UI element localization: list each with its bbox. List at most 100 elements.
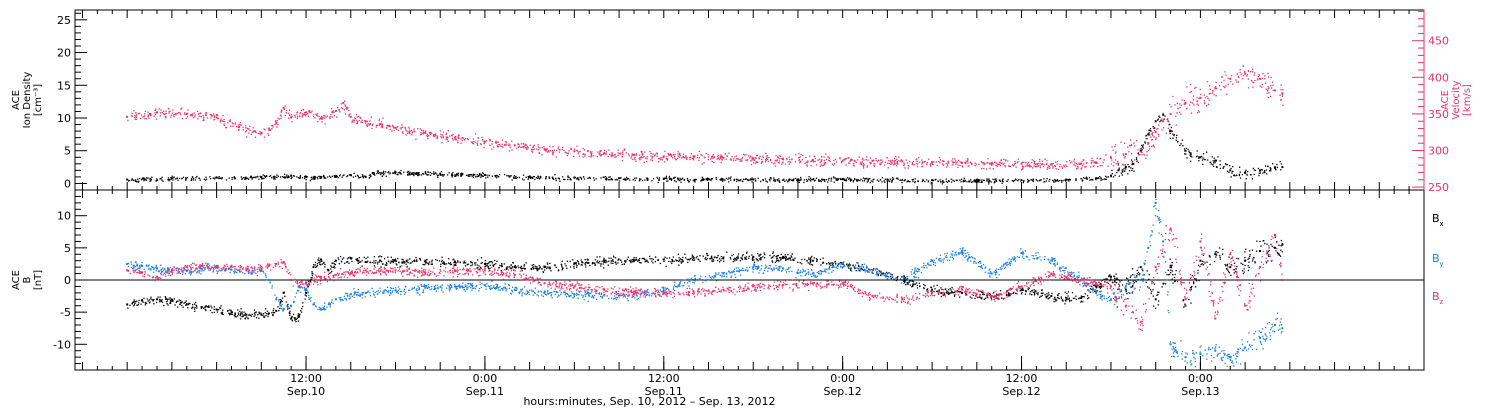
velocity-series-sample [1057,168,1059,171]
density-series-sample [577,178,580,180]
density-series-sample [272,176,275,178]
velocity-series-sample [388,124,391,127]
Bx-series-sample [1082,296,1084,298]
velocity-series-sample [863,167,865,169]
velocity-series-sample [813,155,815,157]
density-series-sample [356,174,359,176]
density-series-sample [609,179,611,181]
velocity-series-sample [205,113,207,115]
velocity-series-sample [897,163,899,165]
velocity-series-sample [924,160,926,163]
density-series-sample [329,175,331,177]
velocity-series-sample [806,164,808,166]
Bx-series-sample [621,263,623,266]
velocity-series-point [841,159,844,162]
Bx-series-sample [816,259,818,261]
Bx-series-sample [294,318,296,320]
velocity-series-sample [736,155,738,157]
Bx-series-sample [330,265,332,267]
density-series-sample [835,179,838,181]
Bx-series-sample [342,257,345,259]
density-series-sample [986,178,988,180]
Bx-series-sample [1172,282,1174,284]
density-series-sample [1067,179,1069,181]
Bx-series-sample [500,265,503,267]
Bx-series-sample [1137,271,1140,274]
Bx-series-sample [371,261,373,264]
velocity-series-sample [711,157,713,159]
Bx-series-sample [886,275,889,277]
density-series-sample [1247,170,1249,173]
velocity-series-sample [529,144,532,146]
density-series-sample [1238,173,1241,176]
velocity-series-sample [862,157,864,160]
Bx-series-sample [315,266,317,269]
density-series-sample [283,173,286,175]
density-series-sample [353,172,355,174]
Bx-series-sample [1171,270,1174,272]
velocity-series-sample [1095,161,1097,163]
velocity-series-sample [1107,165,1109,167]
Bx-series-sample [1275,250,1277,252]
velocity-series-sample [884,164,886,166]
Bx-series-sample [953,295,956,298]
Bx-series-sample [1132,285,1134,288]
Bx-series-sample [1236,257,1238,260]
velocity-series-sample [710,156,713,158]
Bx-series-sample [521,268,524,270]
velocity-series-sample [163,110,165,112]
velocity-series-sample [1004,166,1006,168]
velocity-series-point [573,150,576,153]
velocity-series-sample [296,111,299,113]
velocity-series-sample [819,158,821,160]
Bx-series-sample [924,285,926,287]
velocity-series-sample [888,162,891,165]
Bx-series-point [275,309,278,312]
velocity-series-sample [221,120,223,122]
velocity-series-sample [1052,162,1054,165]
Bx-series-sample [263,316,265,318]
velocity-series-sample [1252,86,1254,88]
velocity-series-sample [508,143,510,145]
density-series-sample [702,177,704,180]
Bx-series-sample [205,305,207,307]
velocity-series-sample [440,133,442,135]
density-series-sample [1032,180,1034,183]
velocity-series-sample [332,110,335,112]
Bx-series-sample [1055,300,1057,302]
velocity-series-sample [316,115,319,117]
density-series-sample [554,174,556,176]
velocity-series-sample [633,153,636,156]
velocity-series-sample [964,162,966,164]
velocity-series-sample [1193,87,1196,89]
velocity-series-sample [1141,146,1143,149]
velocity-series-sample [170,116,172,118]
Bx-series-sample [775,256,777,258]
Bx-series-sample [171,298,174,300]
density-series-sample [1128,165,1130,168]
Bx-series-sample [365,257,367,260]
velocity-series-sample [413,128,415,130]
Bx-series-sample [680,262,683,264]
velocity-series-sample [643,155,645,158]
Bx-series-sample [1252,258,1254,260]
Bx-series-sample [769,254,771,257]
Bx-series-sample [454,260,456,262]
density-series-sample [1183,153,1186,155]
density-series-sample [252,176,255,179]
density-series-sample [787,180,789,182]
Bx-series-sample [538,268,540,270]
velocity-series-sample [541,146,543,149]
density-series-sample [196,175,198,178]
Bx-series-sample [983,293,985,296]
density-series-sample [751,177,753,179]
velocity-series-sample [997,163,1000,166]
velocity-series-sample [631,153,634,155]
density-series-sample [791,179,793,181]
density-series-sample [1027,181,1029,183]
Bx-series-sample [582,262,584,264]
velocity-series-sample [370,116,372,118]
Bx-series-sample [1164,283,1167,285]
density-series-sample [515,175,517,178]
velocity-series-sample [1221,76,1223,79]
